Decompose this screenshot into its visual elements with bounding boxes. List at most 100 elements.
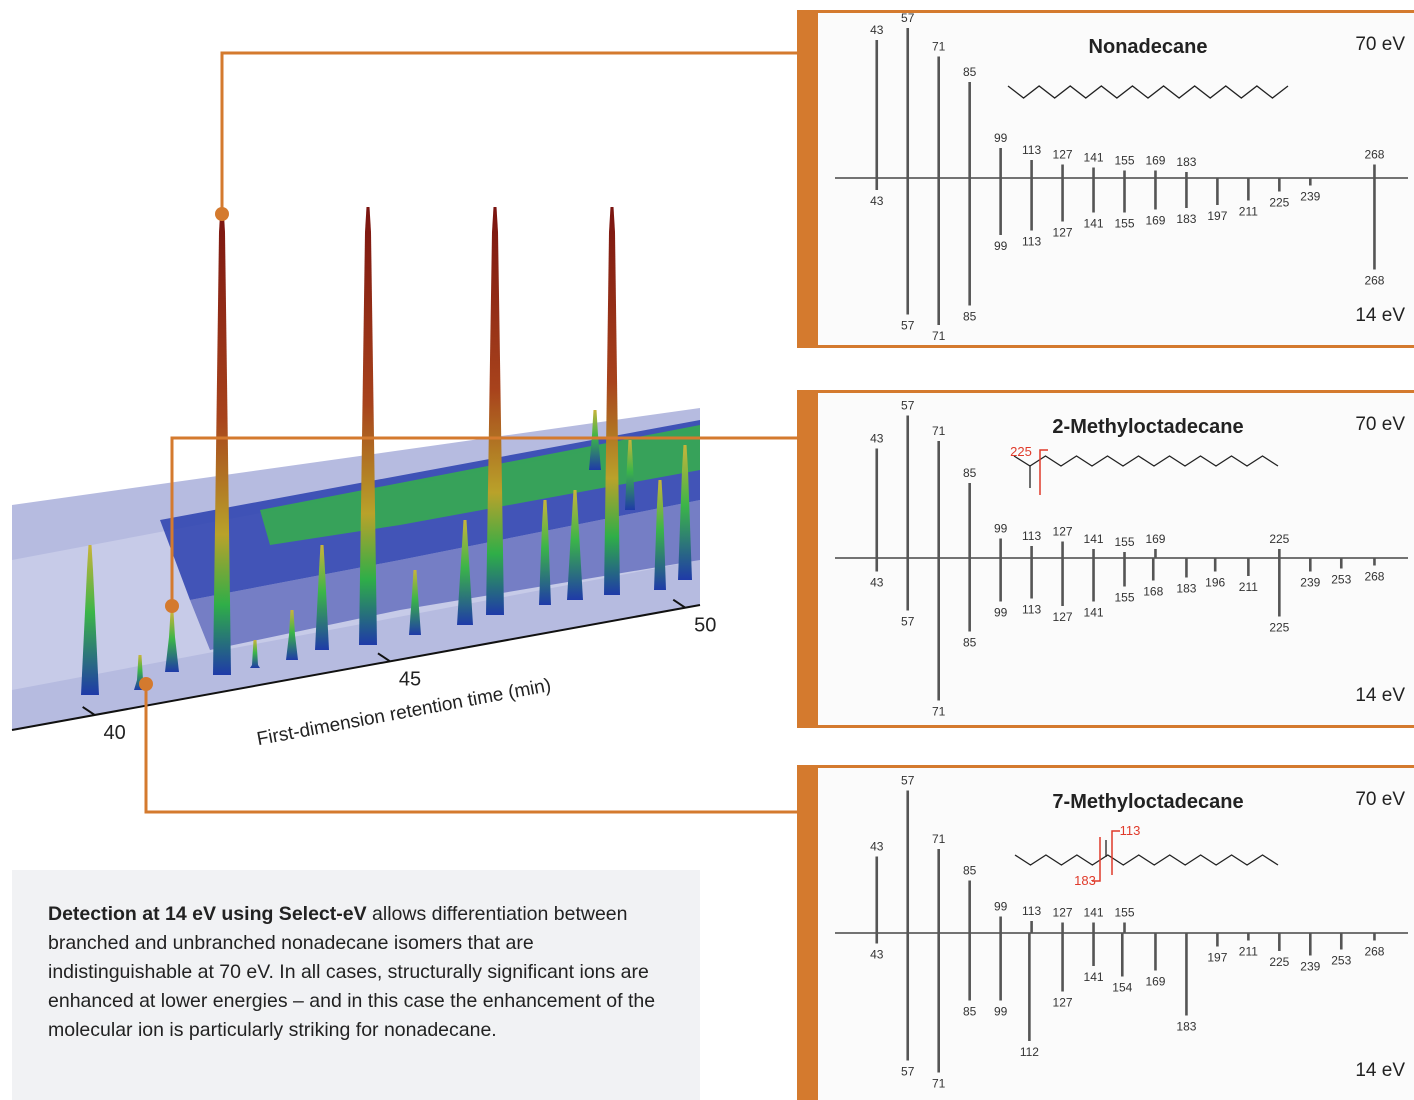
peak-label: 253 [1331,573,1351,587]
peak-label: 211 [1239,945,1258,959]
peak [937,178,940,325]
surface-peak [81,545,99,695]
annotation: 183 [1074,873,1096,888]
peak-label: 85 [963,466,977,480]
peak [1309,558,1312,572]
peak [937,441,940,558]
peak [999,148,1002,178]
peak-label: 268 [1364,148,1384,162]
peak [999,538,1002,558]
annotation: 225 [1010,444,1032,459]
peak-label: 141 [1084,970,1104,984]
peak-label: 127 [1053,996,1073,1010]
caption-box: Detection at 14 eV using Select-eV allow… [12,870,700,1100]
peak [1061,933,1064,992]
surface-peak [678,445,692,580]
peak-label: 99 [994,1005,1008,1019]
peak [937,849,940,933]
spectrum-title: 2-Methyloctadecane [1052,416,1243,438]
cleavage-mark [1092,837,1101,882]
peak [1309,933,1312,956]
peak [999,933,1002,1001]
peak [1123,558,1126,587]
connector [220,51,797,214]
peak [968,933,971,1001]
peak-label: 141 [1084,606,1104,620]
peak-label: 183 [1176,212,1196,226]
peak [999,178,1002,235]
surface-peak [213,207,231,675]
peak [1092,549,1095,558]
peak [1373,558,1376,566]
peak-label: 113 [1022,235,1041,249]
peak-label: 43 [870,948,884,962]
peak [875,178,879,190]
surface-peak [359,207,377,645]
peak [1030,558,1033,599]
peak-label: 169 [1145,975,1165,989]
cleavage-mark [1111,830,1120,875]
peak [937,933,940,1073]
surface-peak [409,570,421,635]
panel-bar [797,390,818,728]
peak-label: 127 [1053,226,1073,240]
peak-label: 141 [1084,217,1104,231]
peak-label: 141 [1084,151,1104,165]
surface-peak [286,610,298,660]
peak-label: 253 [1331,954,1351,968]
peak [875,558,879,572]
peak-label: 268 [1364,570,1384,584]
peak-label: 225 [1269,532,1289,546]
peak [906,28,910,178]
peak-label: 113 [1022,603,1041,617]
peak [1030,178,1033,231]
peak [1185,172,1188,178]
peak [906,178,910,315]
peak [875,40,879,178]
x-axis [11,604,701,731]
peak-label: 197 [1207,951,1227,965]
surface-peak [625,440,635,510]
connector [170,436,797,606]
peak-label: 168 [1143,585,1163,599]
peak [1061,178,1064,222]
peak [1213,558,1217,572]
panel-bar [797,10,818,348]
cleavage-mark [1039,449,1048,495]
spectrum-title: 7-Methyloctadecane [1052,791,1243,813]
peak [999,558,1002,602]
peak [1151,558,1155,581]
peak [1123,922,1126,933]
energy-label: 14 eV [1355,305,1405,326]
x-tick [672,598,686,609]
peak-label: 71 [932,832,946,846]
peak [1247,933,1250,941]
peak [1092,933,1095,966]
peak [906,933,910,1061]
peak-label: 99 [994,522,1008,536]
peak-label: 85 [963,1005,977,1019]
peak [1154,178,1157,210]
peak-label: 71 [932,329,946,343]
peak [1185,178,1188,208]
peak [968,178,971,306]
peak-label: 155 [1114,535,1134,549]
peak-label: 57 [901,615,915,629]
peak-label: 57 [901,11,915,25]
peak [1339,558,1343,569]
peak [1278,549,1281,558]
peak [968,558,971,632]
peak-label: 71 [932,40,946,54]
peak [1247,178,1250,201]
peak [1373,178,1376,270]
surface-peak [604,207,620,595]
peak [1154,549,1157,558]
peak-label: 57 [901,774,915,788]
peak-label: 154 [1112,981,1132,995]
peak [1373,164,1376,178]
peak [1092,178,1095,213]
x-tick-label: 40 [104,722,126,744]
peak [968,483,971,558]
peak [937,56,940,178]
